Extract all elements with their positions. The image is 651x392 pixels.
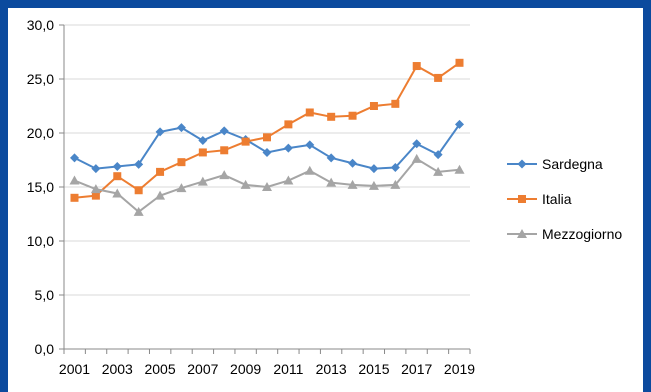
- data-point-sardegna: [176, 123, 186, 133]
- data-point-mezzogiorno: [411, 153, 422, 163]
- data-point-italia: [241, 137, 250, 146]
- x-tick-label: 2007: [187, 361, 218, 377]
- y-tick-label: 5,0: [35, 287, 55, 303]
- data-point-sardegna: [198, 136, 208, 146]
- x-tick-label: 2013: [316, 361, 347, 377]
- data-point-mezzogiorno: [347, 179, 358, 189]
- data-point-mezzogiorno: [69, 175, 80, 185]
- legend-label: Sardegna: [542, 156, 603, 172]
- series-sardegna: [70, 119, 464, 174]
- data-point-italia: [134, 186, 143, 195]
- series-group: [69, 58, 465, 216]
- data-point-mezzogiorno: [454, 164, 465, 174]
- x-tick-label: 2015: [358, 361, 389, 377]
- data-point-sardegna: [348, 158, 358, 168]
- x-tick-label: 2011: [273, 361, 303, 377]
- y-tick-label: 0,0: [35, 341, 55, 357]
- data-point-mezzogiorno: [433, 166, 444, 176]
- data-point-italia: [70, 193, 79, 202]
- data-point-sardegna: [412, 139, 422, 149]
- data-point-sardegna: [262, 147, 272, 157]
- data-point-sardegna: [283, 143, 293, 153]
- y-tick-label: 30,0: [27, 17, 54, 33]
- x-axis-ticks: 2001 2003 2005 2007 2009 2011 2013 2015 2017 2019: [59, 349, 475, 377]
- y-tick-label: 10,0: [27, 233, 54, 249]
- series-italia: [70, 58, 464, 202]
- x-tick-label: 2001: [59, 361, 90, 377]
- data-point-italia: [177, 158, 186, 167]
- legend-item-italia: Italia: [507, 191, 572, 207]
- series-line-sardegna: [74, 123, 461, 170]
- y-tick-label: 20,0: [27, 125, 54, 141]
- legend-marker: [517, 229, 527, 238]
- data-point-italia: [91, 191, 100, 200]
- data-point-mezzogiorno: [240, 179, 251, 189]
- data-point-italia: [369, 102, 378, 110]
- data-point-italia: [284, 120, 293, 129]
- data-point-mezzogiorno: [326, 177, 337, 187]
- data-point-mezzogiorno: [368, 180, 379, 190]
- data-point-italia: [327, 112, 336, 121]
- data-point-mezzogiorno: [390, 179, 401, 189]
- data-point-sardegna: [455, 119, 464, 129]
- x-tick-label: 2005: [144, 361, 175, 377]
- x-tick-label: 2009: [230, 361, 261, 377]
- data-point-italia: [263, 133, 271, 142]
- legend: Sardegna Italia Mezzogiorno: [507, 156, 622, 242]
- data-point-sardegna: [433, 150, 443, 160]
- series-mezzogiorno: [69, 153, 465, 216]
- data-point-mezzogiorno: [197, 176, 208, 186]
- data-point-italia: [198, 148, 207, 157]
- data-point-italia: [220, 146, 229, 155]
- chart-panel: [8, 8, 643, 392]
- legend-marker: [518, 195, 526, 203]
- data-point-mezzogiorno: [112, 188, 123, 198]
- legend-marker: [517, 159, 527, 169]
- data-point-mezzogiorno: [304, 165, 315, 175]
- data-point-sardegna: [390, 163, 400, 173]
- data-point-sardegna: [219, 126, 229, 136]
- data-point-italia: [348, 111, 357, 120]
- data-point-sardegna: [70, 153, 79, 163]
- data-point-mezzogiorno: [283, 175, 294, 185]
- data-point-sardegna: [155, 127, 165, 137]
- data-point-italia: [113, 172, 122, 181]
- data-point-mezzogiorno: [219, 170, 230, 180]
- data-point-mezzogiorno: [133, 206, 144, 216]
- data-point-italia: [156, 167, 165, 176]
- data-point-mezzogiorno: [262, 182, 272, 191]
- data-point-sardegna: [112, 161, 122, 171]
- data-point-italia: [305, 108, 314, 117]
- data-point-italia: [455, 58, 464, 67]
- data-point-sardegna: [305, 140, 315, 150]
- x-tick-label: 2003: [102, 361, 133, 377]
- legend-label: Mezzogiorno: [542, 226, 622, 242]
- data-point-sardegna: [326, 153, 336, 163]
- legend-label: Italia: [542, 191, 572, 207]
- data-point-italia: [391, 99, 400, 108]
- data-point-sardegna: [369, 164, 379, 174]
- data-point-sardegna: [134, 159, 144, 169]
- data-point-mezzogiorno: [155, 190, 166, 200]
- x-tick-label: 2019: [444, 361, 475, 377]
- data-point-mezzogiorno: [176, 183, 187, 193]
- gridlines: [64, 24, 470, 296]
- y-tick-label: 25,0: [27, 71, 54, 87]
- legend-item-mezzogiorno: Mezzogiorno: [507, 226, 622, 242]
- data-point-italia: [434, 73, 443, 82]
- data-point-mezzogiorno: [90, 184, 101, 194]
- y-tick-label: 15,0: [27, 179, 54, 195]
- x-tick-label: 2017: [401, 361, 432, 377]
- legend-item-sardegna: Sardegna: [507, 156, 603, 172]
- data-point-italia: [412, 62, 421, 71]
- y-axis-ticks: 0,0 5,0 10,0 15,0 20,0 25,0 30,0: [27, 17, 64, 357]
- data-point-sardegna: [91, 164, 101, 174]
